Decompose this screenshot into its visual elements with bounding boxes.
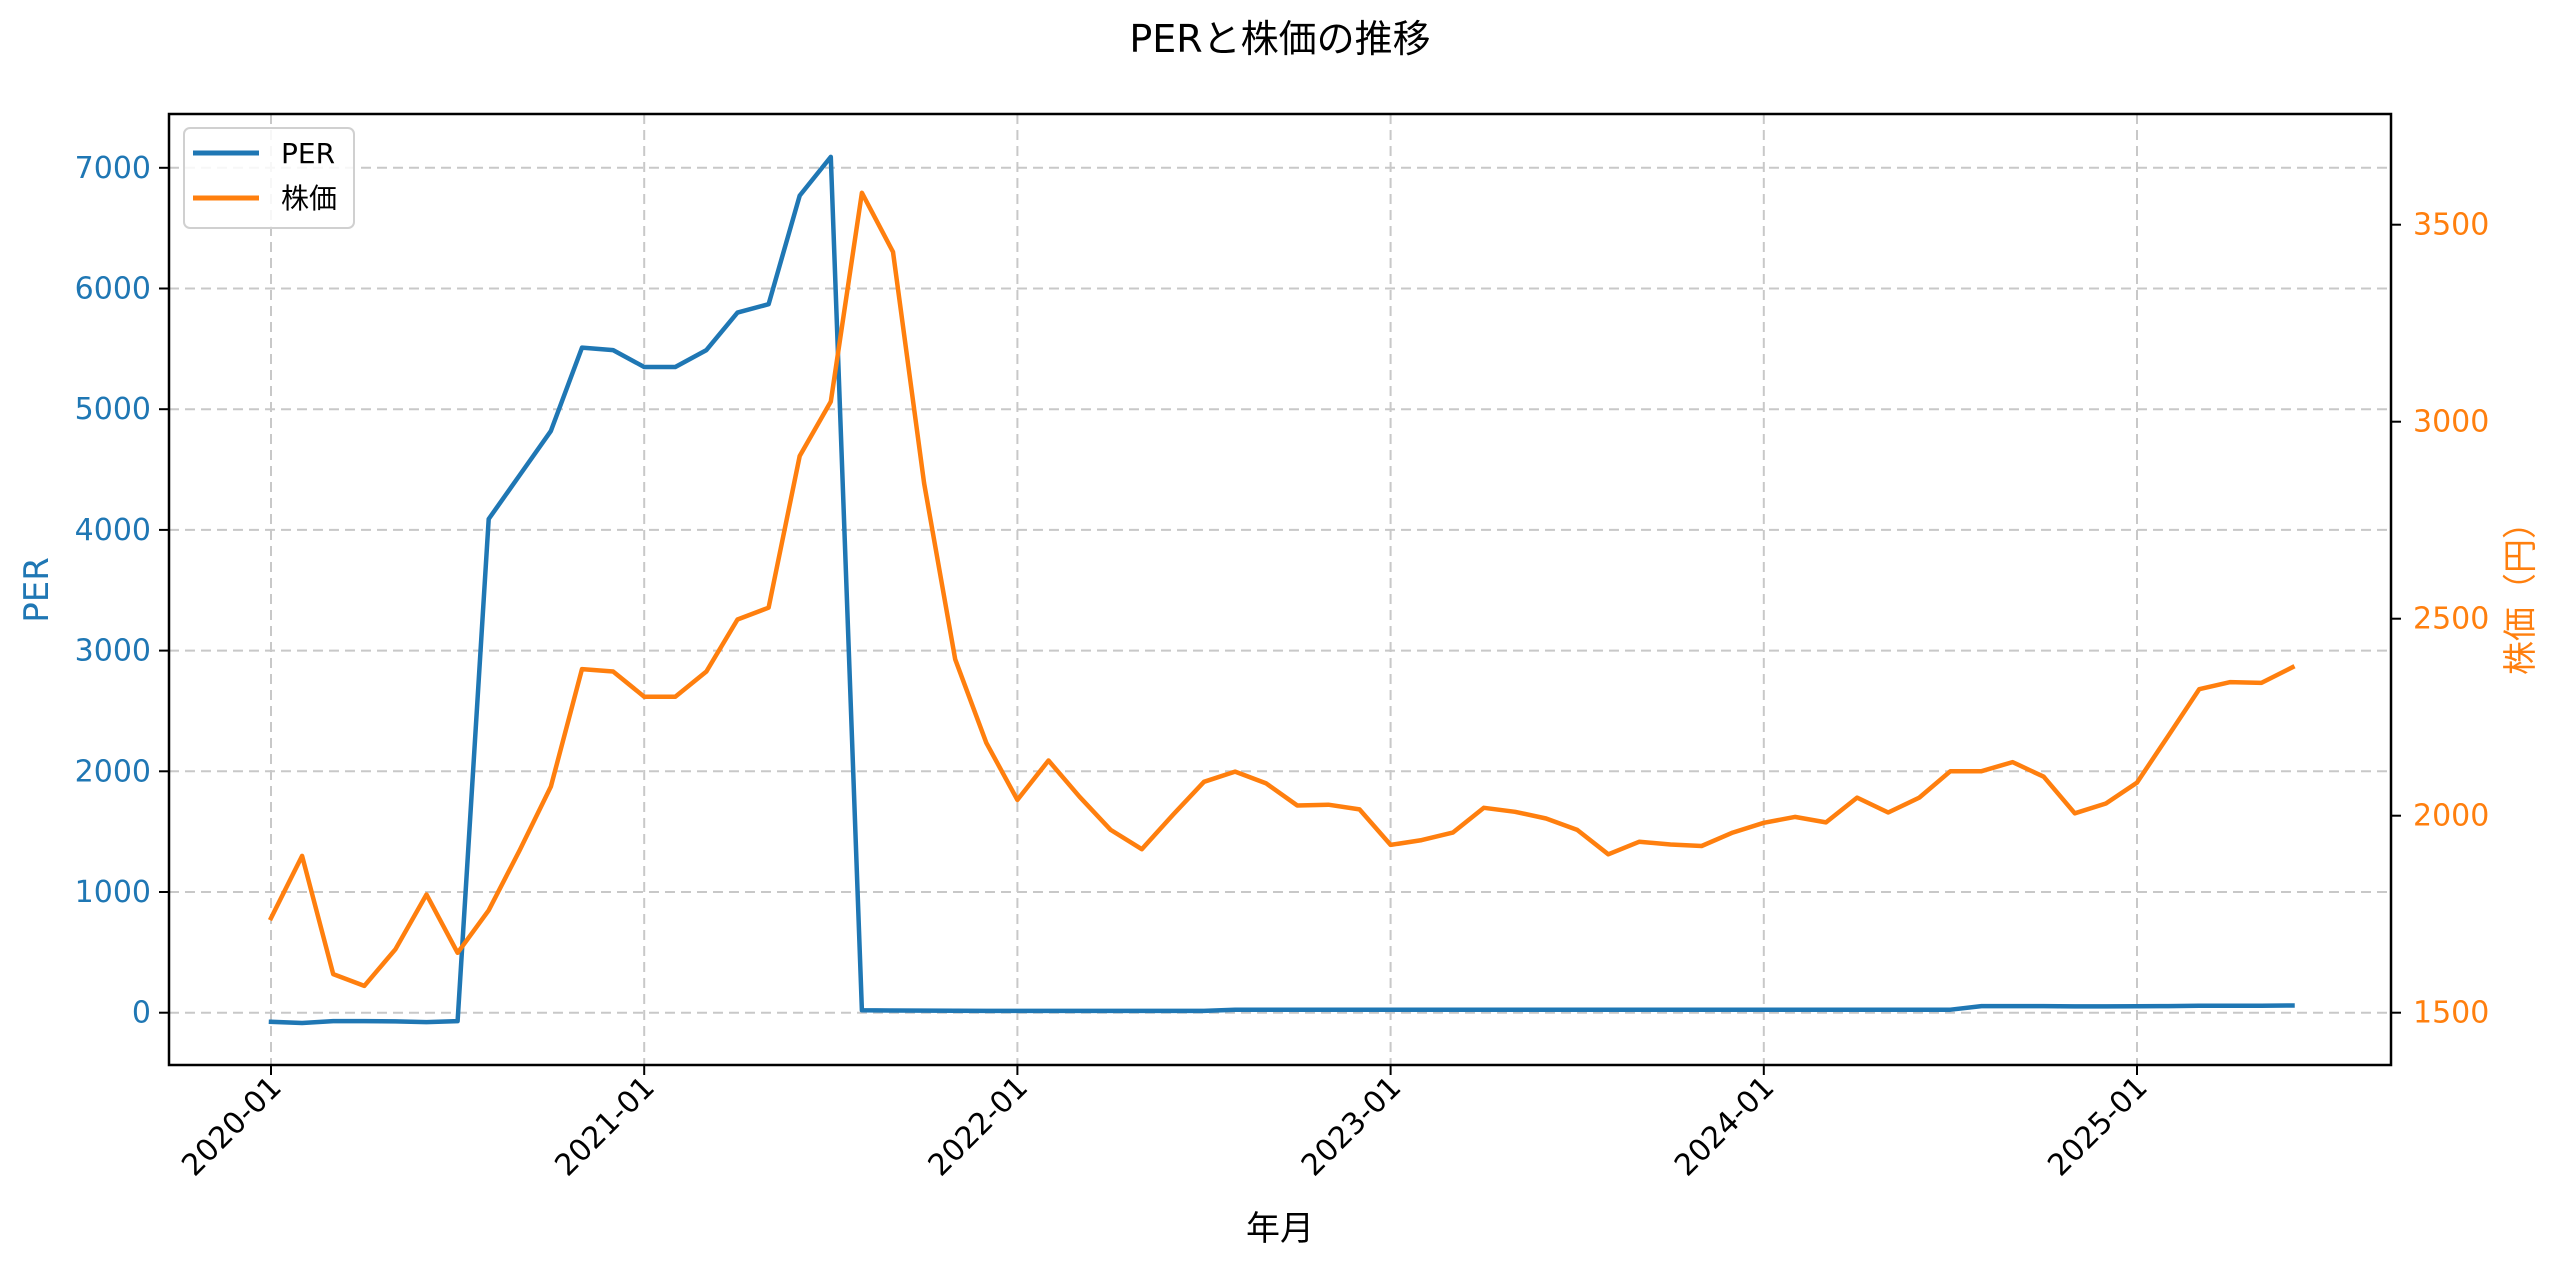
plot-area — [267, 154, 2296, 1026]
legend-price-label: 株価 — [281, 182, 337, 215]
x-tick-label: 2024-01 — [1668, 1070, 1781, 1183]
left-tick-label: 4000 — [75, 513, 151, 548]
left-tick-label: 2000 — [75, 754, 151, 789]
gridlines — [169, 114, 2391, 1065]
right-axis-label: 株価（円） — [2501, 505, 2541, 675]
left-tick-label: 0 — [132, 996, 151, 1031]
chart-title: PERと株価の推移 — [1129, 17, 1430, 61]
legend: PER 株価 — [183, 127, 355, 229]
left-axis-label: PER — [17, 557, 57, 623]
right-tick-label: 1500 — [2413, 996, 2489, 1031]
left-y-axis: 0 1000 2000 3000 4000 5000 6000 7000 — [75, 151, 169, 1031]
right-tick-label: 2000 — [2413, 799, 2489, 834]
right-tick-label: 3000 — [2413, 405, 2489, 440]
left-tick-label: 5000 — [75, 392, 151, 427]
x-tick-label: 2022-01 — [922, 1070, 1035, 1183]
right-tick-label: 2500 — [2413, 602, 2489, 637]
axes-frame — [167, 112, 2393, 1067]
right-tick-label: 3500 — [2413, 208, 2489, 243]
x-tick-label: 2025-01 — [2041, 1070, 2154, 1183]
x-tick-label: 2023-01 — [1295, 1070, 1408, 1183]
stock-price-line — [267, 190, 2296, 989]
per-line — [268, 154, 2295, 1026]
left-tick-label: 7000 — [75, 151, 151, 186]
legend-per-label: PER — [281, 137, 335, 170]
x-tick-label: 2021-01 — [548, 1070, 661, 1183]
x-tick-label: 2020-01 — [175, 1070, 288, 1183]
right-y-axis: 1500 2000 2500 3000 3500 — [2391, 208, 2489, 1031]
x-axis-label: 年月 — [1246, 1209, 1314, 1249]
left-tick-label: 6000 — [75, 272, 151, 307]
x-axis: 2020-01 2021-01 2022-01 2023-01 2024-01 2025-… — [175, 1065, 2155, 1183]
left-tick-label: 3000 — [75, 634, 151, 669]
left-tick-label: 1000 — [75, 875, 151, 910]
